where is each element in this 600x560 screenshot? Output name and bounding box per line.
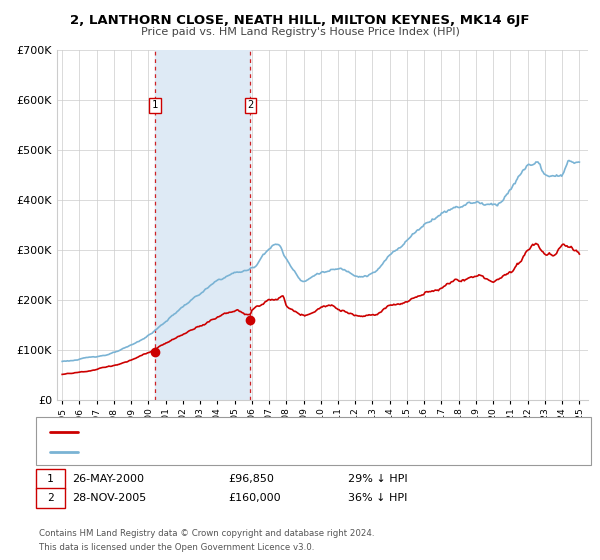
Text: 1: 1 <box>152 100 158 110</box>
Text: 36% ↓ HPI: 36% ↓ HPI <box>348 493 407 503</box>
Text: 26-MAY-2000: 26-MAY-2000 <box>72 474 144 484</box>
Bar <box>155 50 250 400</box>
Text: 1: 1 <box>47 474 54 484</box>
Text: This data is licensed under the Open Government Licence v3.0.: This data is licensed under the Open Gov… <box>39 543 314 552</box>
Text: HPI: Average price, detached house, Milton Keynes: HPI: Average price, detached house, Milt… <box>84 447 326 456</box>
Text: 2, LANTHORN CLOSE, NEATH HILL, MILTON KEYNES, MK14 6JF: 2, LANTHORN CLOSE, NEATH HILL, MILTON KE… <box>70 14 530 27</box>
Text: Price paid vs. HM Land Registry's House Price Index (HPI): Price paid vs. HM Land Registry's House … <box>140 27 460 37</box>
Text: Contains HM Land Registry data © Crown copyright and database right 2024.: Contains HM Land Registry data © Crown c… <box>39 529 374 538</box>
Text: £96,850: £96,850 <box>228 474 274 484</box>
Text: 2: 2 <box>247 100 253 110</box>
Text: 2: 2 <box>47 493 54 503</box>
Text: 2, LANTHORN CLOSE, NEATH HILL, MILTON KEYNES, MK14 6JF (detached house): 2, LANTHORN CLOSE, NEATH HILL, MILTON KE… <box>84 428 460 437</box>
Text: £160,000: £160,000 <box>228 493 281 503</box>
Text: 28-NOV-2005: 28-NOV-2005 <box>72 493 146 503</box>
Text: 29% ↓ HPI: 29% ↓ HPI <box>348 474 407 484</box>
